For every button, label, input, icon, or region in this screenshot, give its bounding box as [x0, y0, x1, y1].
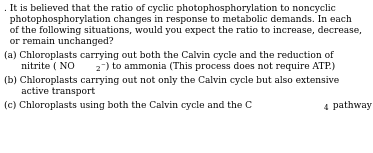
Text: (a) Chloroplasts carrying out both the Calvin cycle and the reduction of: (a) Chloroplasts carrying out both the C… [4, 51, 333, 60]
Text: (c) Chloroplasts using both the Calvin cycle and the C: (c) Chloroplasts using both the Calvin c… [4, 101, 252, 110]
Text: of the following situations, would you expect the ratio to increase, decrease,: of the following situations, would you e… [4, 26, 362, 35]
Text: or remain unchanged?: or remain unchanged? [4, 37, 113, 46]
Text: ⁻) to ammonia (This process does not require ATP.): ⁻) to ammonia (This process does not req… [101, 62, 335, 71]
Text: 4: 4 [324, 103, 329, 112]
Text: pathway: pathway [330, 101, 372, 110]
Text: 2: 2 [95, 65, 100, 73]
Text: photophosphorylation changes in response to metabolic demands. In each: photophosphorylation changes in response… [4, 15, 352, 24]
Text: . It is believed that the ratio of cyclic photophosphorylation to noncyclic: . It is believed that the ratio of cycli… [4, 4, 336, 13]
Text: (b) Chloroplasts carrying out not only the Calvin cycle but also extensive: (b) Chloroplasts carrying out not only t… [4, 76, 339, 85]
Text: active transport: active transport [4, 87, 95, 96]
Text: nitrite ( NO: nitrite ( NO [4, 62, 75, 71]
